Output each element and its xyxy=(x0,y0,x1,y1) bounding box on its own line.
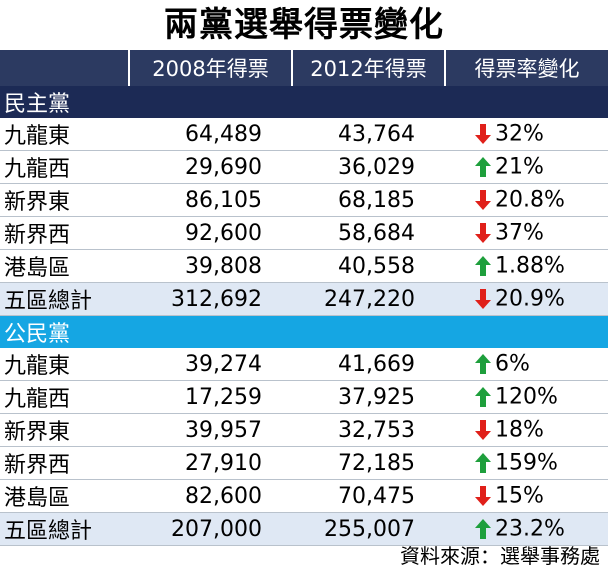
party-name: 公民黨 xyxy=(0,315,608,348)
table-row: 九龍東 39,274 41,669 6% xyxy=(0,348,608,381)
table-row: 新界西 27,910 72,185 159% xyxy=(0,446,608,480)
source-note: 資料來源：選舉事務處 xyxy=(400,544,600,568)
region-cell: 新界東 xyxy=(0,183,129,217)
region-cell: 九龍西 xyxy=(0,380,129,414)
region-cell: 五區總計 xyxy=(0,512,129,546)
region-cell: 九龍東 xyxy=(0,348,129,381)
votes-2008-cell: 39,808 xyxy=(129,249,292,283)
party-row: 公民黨 xyxy=(0,315,608,348)
votes-2008-cell: 39,957 xyxy=(129,413,292,447)
votes-2012-cell: 70,475 xyxy=(292,479,445,513)
arrow-up-icon xyxy=(475,354,491,375)
change-value: 18% xyxy=(495,417,544,443)
change-value: 6% xyxy=(495,351,530,377)
change-cell: 37% xyxy=(445,216,608,250)
region-cell: 港島區 xyxy=(0,249,129,283)
change-value: 23.2% xyxy=(495,516,565,542)
change-cell: 159% xyxy=(445,446,608,480)
change-value: 37% xyxy=(495,220,544,246)
votes-2012-cell: 255,007 xyxy=(292,512,445,546)
header-cell-2008: 2008年得票 xyxy=(128,50,292,86)
votes-2012-cell: 40,558 xyxy=(292,249,445,283)
votes-2008-cell: 29,690 xyxy=(129,150,292,184)
party-name: 民主黨 xyxy=(0,86,608,118)
arrow-down-icon xyxy=(475,289,491,310)
change-cell: 21% xyxy=(445,150,608,184)
header-cell-blank xyxy=(0,50,129,86)
change-cell: 120% xyxy=(445,380,608,414)
votes-2008-cell: 312,692 xyxy=(129,282,292,316)
region-cell: 新界西 xyxy=(0,446,129,480)
votes-2008-cell: 64,489 xyxy=(129,118,292,151)
change-value: 159% xyxy=(495,450,558,476)
change-value: 1.88% xyxy=(495,253,565,279)
arrow-down-icon xyxy=(475,223,491,244)
header-cell-2012: 2012年得票 xyxy=(291,50,445,86)
votes-2008-cell: 86,105 xyxy=(129,183,292,217)
votes-2012-cell: 41,669 xyxy=(292,348,445,381)
region-cell: 新界東 xyxy=(0,413,129,447)
chart-title: 兩黨選舉得票變化 xyxy=(164,5,444,45)
region-cell: 九龍西 xyxy=(0,150,129,184)
arrow-down-icon xyxy=(475,190,491,211)
votes-2012-cell: 72,185 xyxy=(292,446,445,480)
change-value: 15% xyxy=(495,483,544,509)
total-row: 五區總計 312,692 247,220 20.9% xyxy=(0,282,608,316)
change-cell: 15% xyxy=(445,479,608,513)
arrow-up-icon xyxy=(475,256,491,277)
arrow-up-icon xyxy=(475,387,491,408)
table-row: 港島區 39,808 40,558 1.88% xyxy=(0,249,608,283)
total-row: 五區總計 207,000 255,007 23.2% xyxy=(0,512,608,546)
votes-2008-cell: 27,910 xyxy=(129,446,292,480)
region-cell: 港島區 xyxy=(0,479,129,513)
votes-2012-cell: 68,185 xyxy=(292,183,445,217)
change-value: 20.8% xyxy=(495,187,565,213)
votes-2012-cell: 58,684 xyxy=(292,216,445,250)
arrow-down-icon xyxy=(475,124,491,145)
region-cell: 九龍東 xyxy=(0,118,129,151)
change-cell: 1.88% xyxy=(445,249,608,283)
votes-2012-cell: 43,764 xyxy=(292,118,445,151)
table-row: 九龍西 29,690 36,029 21% xyxy=(0,150,608,184)
change-value: 32% xyxy=(495,121,544,147)
arrow-down-icon xyxy=(475,420,491,441)
votes-2008-cell: 92,600 xyxy=(129,216,292,250)
table-row: 新界東 39,957 32,753 18% xyxy=(0,413,608,447)
votes-2008-cell: 82,600 xyxy=(129,479,292,513)
vote-table: 2008年得票 2012年得票 得票率變化 民主黨 九龍東 64,489 43,764… xyxy=(0,50,608,546)
votes-2012-cell: 37,925 xyxy=(292,380,445,414)
change-value: 20.9% xyxy=(495,286,565,312)
change-cell: 23.2% xyxy=(445,512,608,546)
change-cell: 32% xyxy=(445,118,608,151)
votes-2008-cell: 17,259 xyxy=(129,380,292,414)
table-row: 九龍西 17,259 37,925 120% xyxy=(0,380,608,414)
change-cell: 20.9% xyxy=(445,282,608,316)
change-value: 120% xyxy=(495,384,558,410)
table-row: 新界東 86,105 68,185 20.8% xyxy=(0,183,608,217)
votes-2008-cell: 207,000 xyxy=(129,512,292,546)
votes-2008-cell: 39,274 xyxy=(129,348,292,381)
table-row: 新界西 92,600 58,684 37% xyxy=(0,216,608,250)
change-cell: 18% xyxy=(445,413,608,447)
region-cell: 新界西 xyxy=(0,216,129,250)
table-row: 港島區 82,600 70,475 15% xyxy=(0,479,608,513)
arrow-up-icon xyxy=(475,157,491,178)
region-cell: 五區總計 xyxy=(0,282,129,316)
header-row: 2008年得票 2012年得票 得票率變化 xyxy=(0,50,608,86)
change-cell: 20.8% xyxy=(445,183,608,217)
change-cell: 6% xyxy=(445,348,608,381)
votes-2012-cell: 32,753 xyxy=(292,413,445,447)
votes-2012-cell: 36,029 xyxy=(292,150,445,184)
party-row: 民主黨 xyxy=(0,86,608,118)
table-body: 民主黨 九龍東 64,489 43,764 32% 九龍西 29,690 36,029 21% 新… xyxy=(0,86,608,546)
arrow-up-icon xyxy=(475,453,491,474)
change-value: 21% xyxy=(495,154,544,180)
votes-2012-cell: 247,220 xyxy=(292,282,445,316)
arrow-down-icon xyxy=(475,486,491,507)
arrow-up-icon xyxy=(475,519,491,540)
table-row: 九龍東 64,489 43,764 32% xyxy=(0,118,608,151)
header-cell-change: 得票率變化 xyxy=(444,50,608,86)
